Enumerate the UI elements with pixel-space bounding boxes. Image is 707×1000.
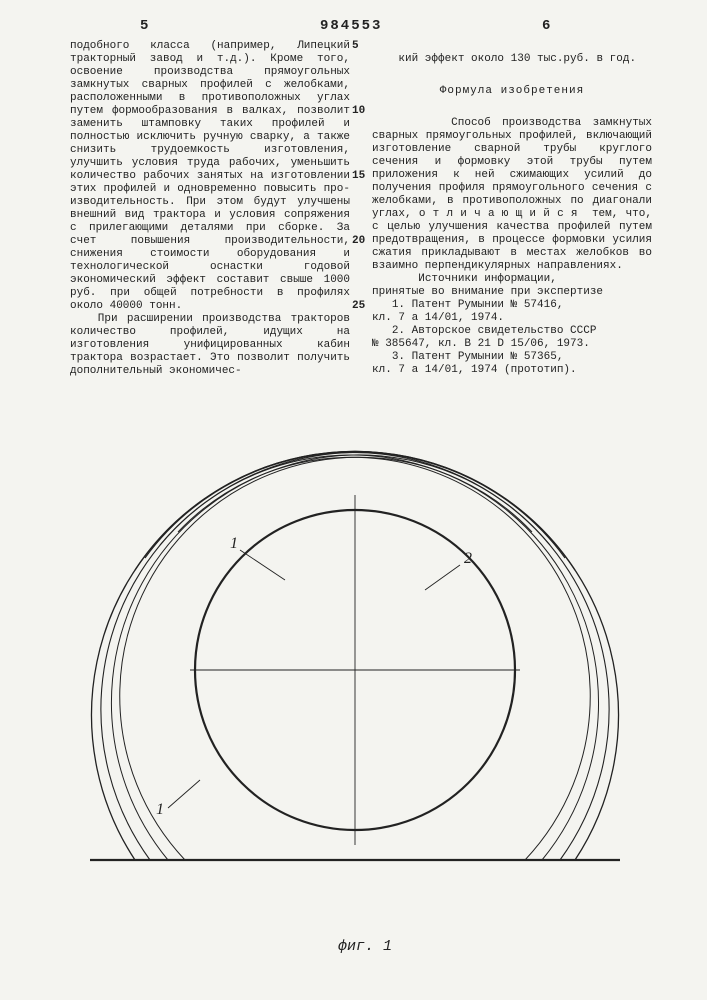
right-text-column: кий эффект около 130 тыс.руб. в год. Фор… [372,40,652,390]
document-number: 984553 [320,18,382,34]
formula-heading: Формула изобретения [372,85,652,98]
column-number-right: 6 [542,18,550,34]
left-text-column: подобного класса (например, Липецкий тра… [70,40,350,378]
right-body: Способ производства замкнутых сварных пр… [372,117,659,376]
patent-page: 5 984553 6 510152025 подобного класса (н… [0,0,707,1000]
svg-text:2: 2 [464,550,472,567]
svg-text:1: 1 [156,801,164,818]
figure-1: 1 2 1 [90,430,620,950]
svg-text:1: 1 [230,535,238,552]
column-number-left: 5 [140,18,148,34]
right-intro: кий эффект около 130 тыс.руб. в год. [398,53,636,65]
figure-label: фиг. 1 [338,938,392,955]
